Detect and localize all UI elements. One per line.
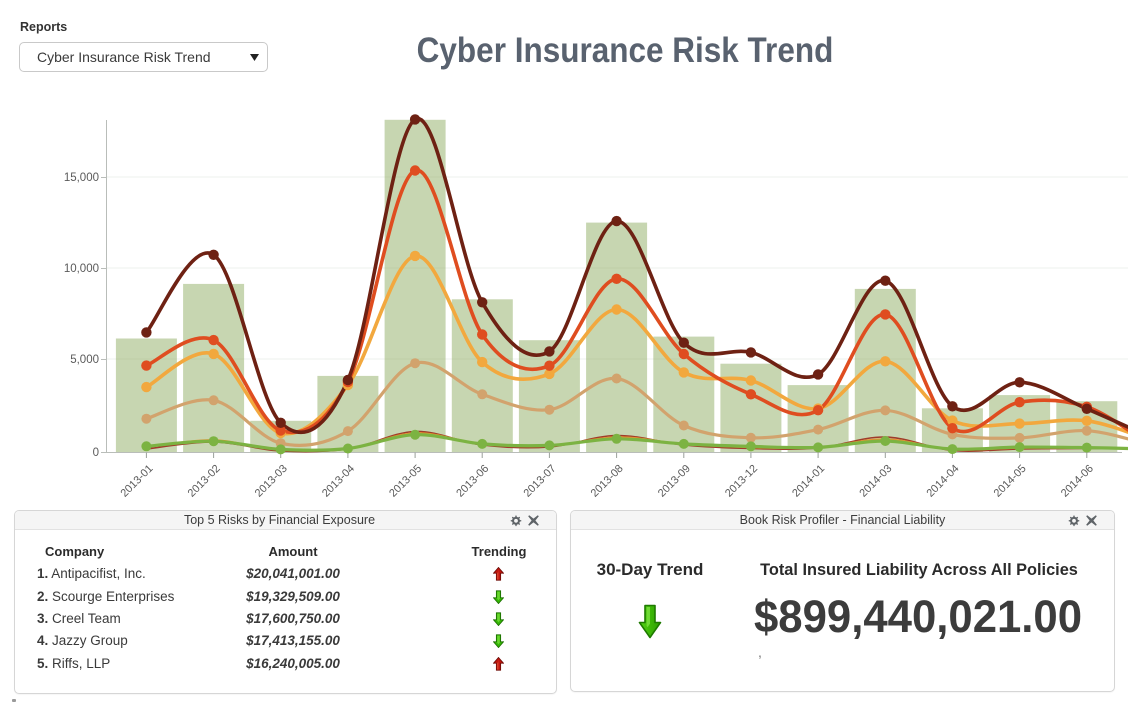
svg-text:2013-07: 2013-07 — [521, 463, 558, 500]
svg-text:2013-05: 2013-05 — [387, 463, 424, 500]
svg-text:2014-06: 2014-06 — [1059, 463, 1096, 500]
svg-text:2014-05: 2014-05 — [992, 463, 1029, 500]
svg-text:0: 0 — [93, 447, 99, 459]
svg-text:5,000: 5,000 — [70, 354, 99, 366]
svg-text:2014-04: 2014-04 — [924, 463, 961, 500]
svg-text:2013-03: 2013-03 — [253, 463, 290, 500]
svg-text:2013-02: 2013-02 — [186, 463, 223, 500]
svg-text:2013-12: 2013-12 — [723, 463, 760, 500]
svg-text:2013-08: 2013-08 — [589, 463, 626, 500]
svg-text:2014-01: 2014-01 — [790, 463, 827, 500]
svg-text:2013-01: 2013-01 — [118, 463, 155, 500]
svg-text:2013-06: 2013-06 — [454, 463, 491, 500]
svg-text:10,000: 10,000 — [64, 263, 99, 275]
svg-text:2013-09: 2013-09 — [656, 463, 693, 500]
svg-text:2014-03: 2014-03 — [857, 463, 894, 500]
svg-text:15,000: 15,000 — [64, 172, 99, 184]
svg-text:2013-04: 2013-04 — [320, 463, 357, 500]
